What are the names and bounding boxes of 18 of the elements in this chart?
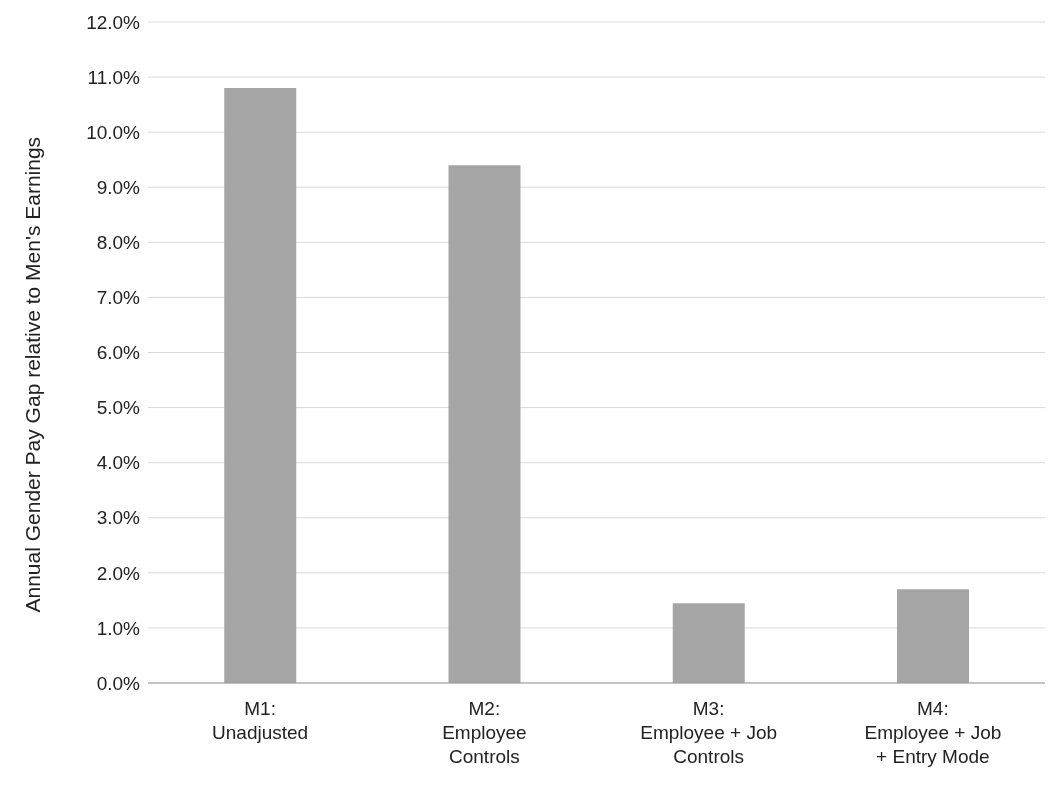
x-tick-label: M3: Employee + Job Controls [640,698,778,767]
y-tick-label: 4.0% [96,452,141,474]
y-tick-label: 8.0% [96,232,141,254]
y-tick-label: 6.0% [96,342,141,364]
y-tick-label: 0.0% [96,672,141,694]
y-tick-label: 10.0% [86,121,141,143]
y-tick-label: 9.0% [96,176,141,198]
y-tick-label: 2.0% [96,562,141,584]
x-tick-label: M2: Employee Controls [442,698,527,767]
y-tick-label: 1.0% [96,617,141,639]
y-tick-label: 7.0% [96,287,141,309]
y-tick-label: 5.0% [96,397,141,419]
y-tick-label: 12.0% [86,11,141,33]
x-tick-label: M4: Employee + Job + Entry Mode [864,698,1002,767]
y-axis-title: Annual Gender Pay Gap relative to Men's Earnings [21,136,45,613]
y-tick-label: 11.0% [87,66,141,88]
x-tick-label: M1: Unadjusted [212,698,309,743]
y-tick-label: 3.0% [96,507,141,529]
